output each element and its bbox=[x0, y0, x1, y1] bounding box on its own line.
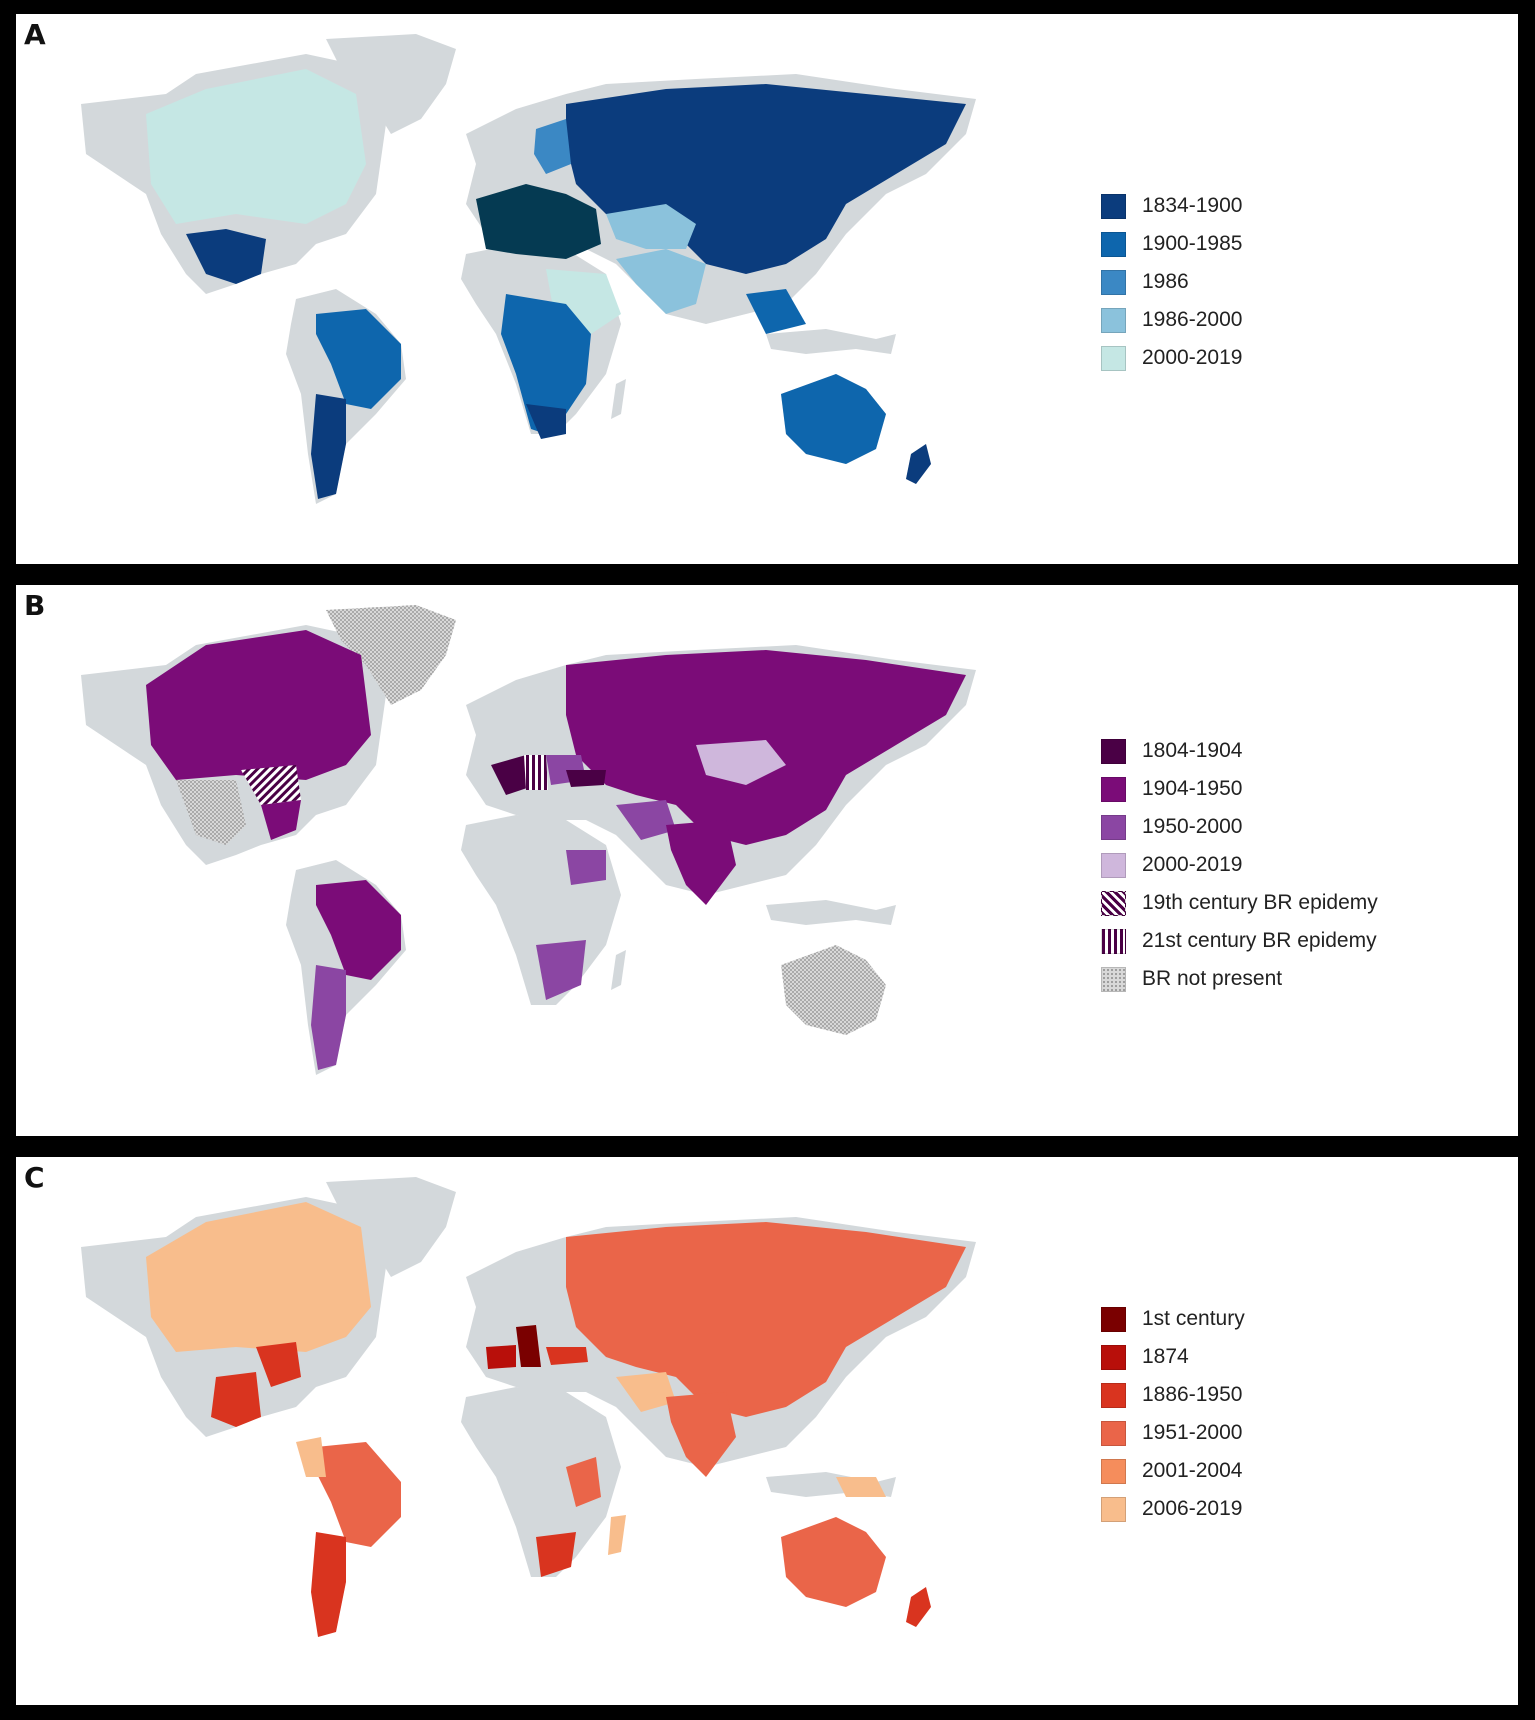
legend-swatch bbox=[1101, 1306, 1126, 1332]
panel-b: B bbox=[16, 585, 1518, 1136]
legend-label: 1874 bbox=[1142, 1345, 1189, 1368]
choropleth bbox=[146, 1202, 966, 1637]
legend-label: BR not present bbox=[1142, 967, 1283, 990]
legend-swatch bbox=[1101, 1344, 1126, 1370]
legend-swatch bbox=[1101, 231, 1126, 257]
legend-item: 1st century bbox=[1101, 1300, 1245, 1338]
legend-swatch bbox=[1101, 269, 1126, 295]
legend-label: 1st century bbox=[1142, 1307, 1245, 1330]
world-map bbox=[81, 34, 976, 504]
world-map bbox=[81, 605, 976, 1075]
legend-label: 1900-1985 bbox=[1142, 232, 1243, 255]
legend-label: 1886-1950 bbox=[1142, 1383, 1243, 1406]
legend-label: 2006-2019 bbox=[1142, 1497, 1243, 1520]
legend: 1804-1904 1904-1950 1950-2000 2000-2019 … bbox=[1101, 732, 1378, 998]
legend-item: 21st century BR epidemy bbox=[1101, 922, 1378, 960]
legend-item: 1834-1900 bbox=[1101, 187, 1242, 225]
panel-letter: A bbox=[24, 18, 46, 51]
legend-item: 2001-2004 bbox=[1101, 1452, 1245, 1490]
panel-c: C 1st bbox=[16, 1157, 1518, 1705]
legend-item: 1874 bbox=[1101, 1338, 1245, 1376]
legend-swatch bbox=[1101, 307, 1126, 333]
legend-item: 19th century BR epidemy bbox=[1101, 884, 1378, 922]
legend-label: 21st century BR epidemy bbox=[1142, 929, 1377, 952]
choropleth bbox=[146, 605, 966, 1070]
legend-item: 2000-2019 bbox=[1101, 339, 1242, 377]
legend-item: 1904-1950 bbox=[1101, 770, 1378, 808]
legend-swatch bbox=[1101, 852, 1126, 878]
legend: 1st century 1874 1886-1950 1951-2000 200… bbox=[1101, 1300, 1245, 1528]
legend-swatch bbox=[1101, 738, 1126, 764]
legend: 1834-1900 1900-1985 1986 1986-2000 2000-… bbox=[1101, 187, 1242, 377]
legend-item: 1950-2000 bbox=[1101, 808, 1378, 846]
panel-letter: C bbox=[24, 1161, 45, 1194]
legend-swatch bbox=[1101, 890, 1126, 916]
legend-swatch bbox=[1101, 1458, 1126, 1484]
legend-item: 1951-2000 bbox=[1101, 1414, 1245, 1452]
legend-label: 19th century BR epidemy bbox=[1142, 891, 1378, 914]
legend-item: 2006-2019 bbox=[1101, 1490, 1245, 1528]
legend-swatch bbox=[1101, 193, 1126, 219]
legend-swatch bbox=[1101, 1496, 1126, 1522]
legend-label: 2000-2019 bbox=[1142, 346, 1243, 369]
legend-item: 1986-2000 bbox=[1101, 301, 1242, 339]
legend-item: 1804-1904 bbox=[1101, 732, 1378, 770]
legend-item: 1886-1950 bbox=[1101, 1376, 1245, 1414]
panel-letter: B bbox=[24, 589, 46, 622]
legend-swatch bbox=[1101, 928, 1126, 954]
legend-item: 1900-1985 bbox=[1101, 225, 1242, 263]
legend-item: 1986 bbox=[1101, 263, 1242, 301]
legend-label: 2000-2019 bbox=[1142, 853, 1243, 876]
legend-item: BR not present bbox=[1101, 960, 1378, 998]
legend-label: 1804-1904 bbox=[1142, 739, 1243, 762]
legend-label: 1834-1900 bbox=[1142, 194, 1243, 217]
legend-label: 2001-2004 bbox=[1142, 1459, 1243, 1482]
legend-label: 1986-2000 bbox=[1142, 308, 1243, 331]
legend-item: 2000-2019 bbox=[1101, 846, 1378, 884]
world-map bbox=[81, 1177, 976, 1637]
legend-swatch bbox=[1101, 1382, 1126, 1408]
panel-a: A bbox=[16, 14, 1518, 564]
legend-label: 1951-2000 bbox=[1142, 1421, 1243, 1444]
legend-label: 1950-2000 bbox=[1142, 815, 1243, 838]
legend-label: 1986 bbox=[1142, 270, 1189, 293]
legend-swatch bbox=[1101, 345, 1126, 371]
choropleth bbox=[146, 69, 966, 499]
legend-swatch bbox=[1101, 776, 1126, 802]
legend-label: 1904-1950 bbox=[1142, 777, 1243, 800]
legend-swatch bbox=[1101, 814, 1126, 840]
legend-swatch bbox=[1101, 1420, 1126, 1446]
legend-swatch bbox=[1101, 966, 1126, 992]
